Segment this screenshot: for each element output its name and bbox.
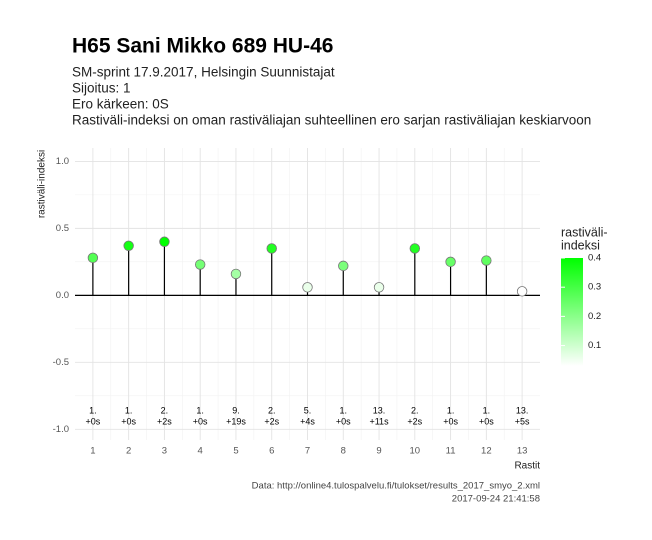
diff-label: +0s (86, 416, 101, 426)
y-tick-label: -1.0 (53, 424, 69, 435)
point (230, 268, 242, 280)
point (481, 255, 492, 266)
x-tick-label: 2 (126, 446, 131, 457)
x-tick-label: 7 (305, 446, 310, 457)
legend-tick-label: 0.3 (588, 282, 601, 293)
point (373, 282, 385, 293)
point (409, 243, 421, 254)
x-tick-label: 1 (90, 446, 95, 457)
point (266, 243, 277, 254)
legend-tick-label: 0.1 (588, 340, 601, 351)
point (338, 260, 349, 272)
x-tick-label: 8 (341, 446, 346, 457)
legend-tick-label: 0.4 (588, 253, 601, 264)
legend-colorbar (561, 258, 583, 366)
point (445, 256, 456, 268)
diff-label: +2s (264, 416, 279, 426)
caption: Data: http://online4.tulospalvelu.fi/tul… (252, 481, 540, 492)
rank-label: 1. (89, 405, 97, 415)
rank-label: 1. (196, 405, 204, 415)
x-tick-label: 12 (481, 446, 492, 457)
x-axis-label: Rastit (514, 461, 540, 472)
diff-label: +11s (369, 416, 389, 426)
diff-label: +19s (226, 416, 246, 426)
rank-label: 1. (340, 405, 348, 415)
y-tick-label: 0.5 (56, 223, 69, 234)
legend-tick-label: 0.2 (588, 311, 601, 322)
x-tick-label: 4 (198, 446, 203, 457)
point (123, 240, 134, 251)
point (159, 236, 170, 247)
rank-label: 13. (373, 405, 386, 415)
y-tick-label: 1.0 (56, 156, 69, 167)
rank-label: 2. (268, 405, 276, 415)
caption: 2017-09-24 21:41:58 (452, 494, 540, 505)
legend-title: rastiväli- (561, 225, 608, 239)
subtitle: Ero kärkeen: 0S (72, 97, 169, 112)
x-tick-label: 9 (376, 446, 381, 457)
x-tick-label: 10 (410, 446, 421, 457)
y-tick-label: -0.5 (53, 357, 69, 368)
diff-label: +0s (336, 416, 351, 426)
subtitle: Sijoitus: 1 (72, 81, 131, 96)
diff-label: +2s (157, 416, 172, 426)
rank-label: 9. (232, 405, 240, 415)
x-tick-label: 5 (233, 446, 238, 457)
y-axis-label: rastiväli-indeksi (37, 150, 48, 218)
y-tick-label: 0.0 (56, 290, 69, 301)
point (302, 282, 313, 293)
diff-label: +4s (300, 416, 315, 426)
rank-label: 1. (483, 405, 491, 415)
diff-label: +0s (479, 416, 494, 426)
diff-label: +0s (193, 416, 208, 426)
point (194, 259, 206, 270)
subtitle: Rastiväli-indeksi on oman rastiväliajan … (72, 113, 591, 128)
diff-label: +5s (515, 416, 530, 426)
rank-label: 5. (304, 405, 312, 415)
rank-label: 13. (516, 405, 529, 415)
x-tick-label: 3 (162, 446, 167, 457)
chart-title: H65 Sani Mikko 689 HU-46 (72, 35, 333, 58)
point (87, 252, 99, 264)
diff-label: +0s (443, 416, 458, 426)
rank-label: 2. (411, 405, 419, 415)
diff-label: +2s (407, 416, 422, 426)
x-tick-label: 6 (269, 446, 274, 457)
rank-label: 2. (161, 405, 169, 415)
legend-title: indeksi (561, 238, 600, 252)
diff-label: +0s (121, 416, 136, 426)
point (516, 286, 528, 297)
subtitle: SM-sprint 17.9.2017, Helsingin Suunnista… (72, 65, 335, 80)
rank-label: 1. (125, 405, 133, 415)
x-tick-label: 11 (446, 446, 456, 457)
rank-label: 1. (447, 405, 455, 415)
x-tick-label: 13 (517, 446, 528, 457)
